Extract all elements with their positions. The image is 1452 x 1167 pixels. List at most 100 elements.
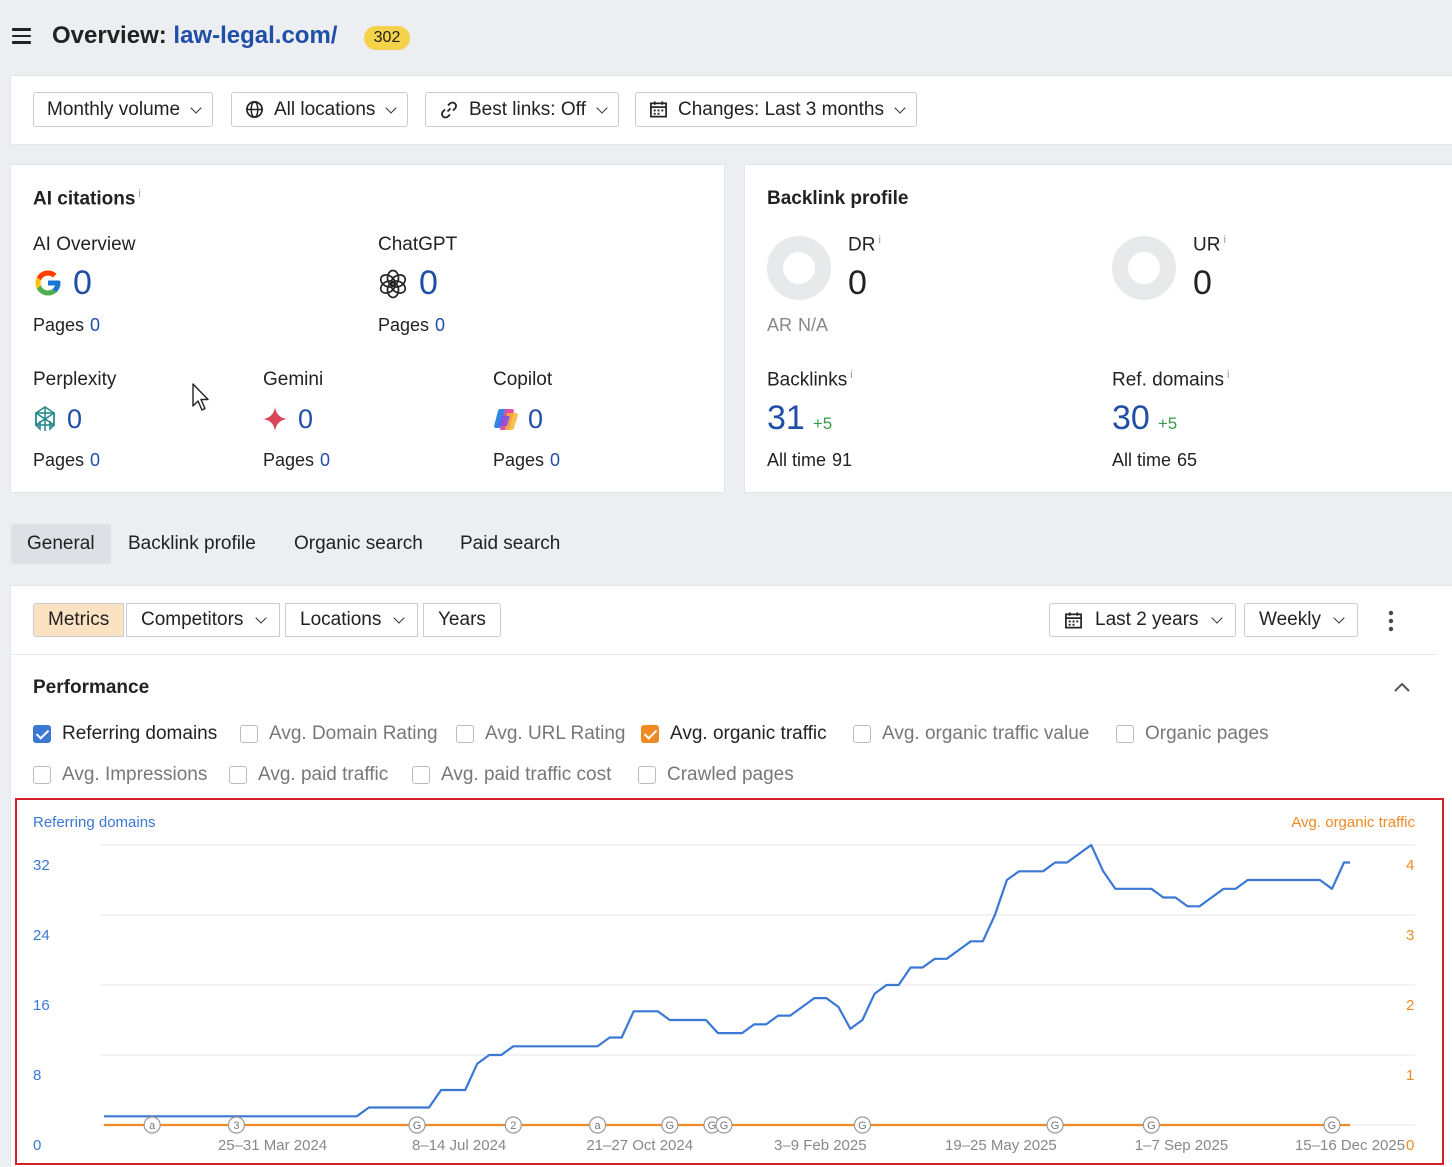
info-icon[interactable]: i xyxy=(1223,234,1226,246)
left-axis-tick: 16 xyxy=(33,997,50,1014)
volume-filter[interactable]: Monthly volume xyxy=(33,92,214,127)
copilot-value[interactable]: 0 xyxy=(528,404,544,434)
menu-icon[interactable] xyxy=(12,28,31,44)
checkbox-box[interactable] xyxy=(1116,725,1134,743)
checkbox-box[interactable] xyxy=(412,766,430,784)
chevron-down-icon xyxy=(393,612,406,624)
info-icon[interactable]: i xyxy=(1226,369,1230,381)
right-axis-tick: 0 xyxy=(1406,1137,1415,1154)
globe-icon xyxy=(246,101,263,118)
ai-citations-title: AI citations i xyxy=(33,188,141,210)
changes-filter[interactable]: Changes: Last 3 months xyxy=(635,92,917,127)
locations-filter[interactable]: All locations xyxy=(231,92,409,127)
best-links-filter[interactable]: Best links: Off xyxy=(425,92,619,127)
chevron-down-icon xyxy=(1210,612,1223,624)
backlinks-value[interactable]: 31 xyxy=(767,399,805,437)
checkbox-box[interactable] xyxy=(33,725,51,743)
checkbox-avg-organic-traffic[interactable]: Avg. organic traffic xyxy=(641,723,827,745)
site-link[interactable]: law-legal.com/ xyxy=(173,22,338,49)
info-icon[interactable]: i xyxy=(878,234,881,246)
perplexity-pages-value[interactable]: 0 xyxy=(90,450,101,470)
checkbox-avg-domain-rating[interactable]: Avg. Domain Rating xyxy=(240,723,438,745)
ai-overview-value[interactable]: 0 xyxy=(73,264,92,302)
checkbox-box[interactable] xyxy=(853,725,871,743)
info-icon[interactable]: i xyxy=(850,369,853,381)
years-segment[interactable]: Years xyxy=(423,603,501,637)
info-icon[interactable]: i xyxy=(138,188,141,200)
checkbox-avg-impressions[interactable]: Avg. Impressions xyxy=(33,764,207,786)
gemini-value[interactable]: 0 xyxy=(298,404,314,434)
dr-value: 0 xyxy=(848,264,867,302)
ur-donut xyxy=(1112,236,1176,300)
gemini-label: Gemini xyxy=(263,369,324,390)
x-axis-tick: 8–14 Jul 2024 xyxy=(412,1137,507,1154)
checkbox-box[interactable] xyxy=(456,725,474,743)
checkbox-box[interactable] xyxy=(641,725,659,743)
refdomains-label-text: Ref. domains xyxy=(1112,369,1224,391)
ai-citations-card xyxy=(10,164,725,493)
checkbox-crawled-pages[interactable]: Crawled pages xyxy=(638,764,794,786)
tab-backlink-profile[interactable]: Backlink profile xyxy=(128,533,256,554)
chart-highlight-frame xyxy=(15,798,1444,1165)
x-axis-tick: 1–7 Sep 2025 xyxy=(1134,1137,1229,1154)
checkbox-box[interactable] xyxy=(638,766,656,784)
tab-paid-search[interactable]: Paid search xyxy=(460,533,561,554)
ai-citations-title-text: AI citations xyxy=(33,188,136,210)
checkbox-box[interactable] xyxy=(229,766,247,784)
x-axis-tick: 15–16 Dec 2025 xyxy=(1294,1137,1406,1154)
right-axis-tick: 3 xyxy=(1406,927,1415,944)
refdomains-alltime-value: 65 xyxy=(1177,450,1198,470)
checkbox-avg-organic-traffic-value[interactable]: Avg. organic traffic value xyxy=(853,723,1089,745)
competitors-segment[interactable]: Competitors xyxy=(126,603,281,637)
dr-label-text: DR xyxy=(848,234,876,256)
checkbox-label: Avg. Domain Rating xyxy=(269,723,438,744)
best-links-filter-label: Best links: Off xyxy=(469,98,586,120)
range-select[interactable]: Last 2 years xyxy=(1049,603,1236,637)
refdomains-alltime: All time 65 xyxy=(1112,450,1197,471)
locations-filter-label: All locations xyxy=(274,98,376,120)
right-axis-tick: 4 xyxy=(1406,857,1415,874)
backlink-profile-card xyxy=(744,164,1452,493)
checkbox-box[interactable] xyxy=(33,766,51,784)
copilot-pages: Pages 0 xyxy=(493,450,560,471)
backlink-profile-title: Backlink profile xyxy=(767,188,909,209)
refdomains-value[interactable]: 30 xyxy=(1112,399,1150,437)
calendar-icon xyxy=(650,101,667,118)
chatgpt-label: ChatGPT xyxy=(378,234,458,255)
checkbox-avg-paid-traffic-cost[interactable]: Avg. paid traffic cost xyxy=(412,764,611,786)
more-options-icon[interactable] xyxy=(1385,609,1397,633)
tab-general[interactable]: General xyxy=(11,524,111,564)
alltime-label: All time xyxy=(1112,450,1172,470)
chatgpt-pages-value[interactable]: 0 xyxy=(435,315,446,335)
chevron-up-icon[interactable] xyxy=(1392,680,1412,694)
ai-overview-label: AI Overview xyxy=(33,234,136,255)
alltime-label: All time xyxy=(767,450,827,470)
checkbox-referring-domains[interactable]: Referring domains xyxy=(33,723,217,745)
chevron-down-icon xyxy=(255,612,268,624)
backlinks-label: Backlinks i xyxy=(767,369,853,391)
ur-label-text: UR xyxy=(1193,234,1221,256)
interval-select[interactable]: Weekly xyxy=(1244,603,1358,637)
copilot-pages-value[interactable]: 0 xyxy=(550,450,561,470)
ar-label: AR xyxy=(767,315,793,335)
locations-segment[interactable]: Locations xyxy=(285,603,419,637)
checkbox-organic-pages[interactable]: Organic pages xyxy=(1116,723,1269,745)
checkbox-avg-paid-traffic[interactable]: Avg. paid traffic xyxy=(229,764,388,786)
perplexity-value[interactable]: 0 xyxy=(67,404,83,434)
checkbox-label: Avg. organic traffic xyxy=(670,723,827,744)
tab-organic-search[interactable]: Organic search xyxy=(294,533,423,554)
checkbox-avg-url-rating[interactable]: Avg. URL Rating xyxy=(456,723,625,745)
ai-overview-pages-value[interactable]: 0 xyxy=(90,315,101,335)
metrics-segment[interactable]: Metrics xyxy=(33,603,125,637)
ai-overview-pages: Pages 0 xyxy=(33,315,100,336)
backlinks-delta: +5 xyxy=(812,414,833,433)
chatgpt-value[interactable]: 0 xyxy=(419,264,438,302)
checkbox-box[interactable] xyxy=(240,725,258,743)
gemini-pages-value[interactable]: 0 xyxy=(320,450,331,470)
left-axis-tick: 32 xyxy=(33,857,50,874)
checkbox-label: Avg. paid traffic cost xyxy=(441,764,612,785)
x-axis-tick: 3–9 Feb 2025 xyxy=(774,1137,867,1154)
interval-label: Weekly xyxy=(1259,609,1321,630)
x-axis-tick: 25–31 Mar 2024 xyxy=(217,1137,328,1154)
perplexity-pages: Pages 0 xyxy=(33,450,100,471)
